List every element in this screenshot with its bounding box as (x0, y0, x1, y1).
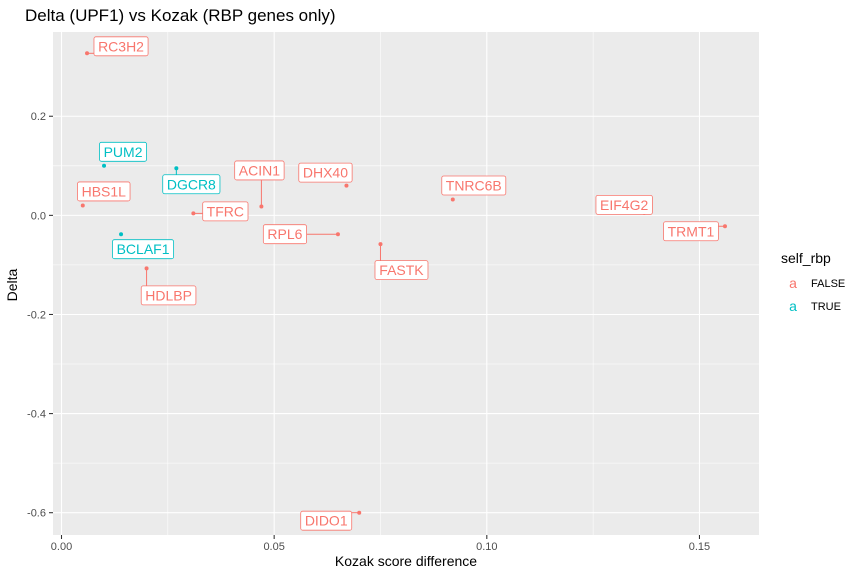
point-label: FASTK (374, 260, 429, 281)
point-label: ACIN1 (234, 160, 285, 181)
point-label: EIF4G2 (595, 194, 653, 215)
y-tick-label: 0.0 (31, 210, 46, 222)
data-point (259, 204, 264, 209)
point-label: DHX40 (298, 162, 353, 183)
x-tick-label: 0.15 (689, 541, 710, 553)
y-tick-label: 0.2 (31, 111, 46, 123)
point-label: HDLBP (140, 285, 197, 306)
point-label: TRMT1 (663, 221, 719, 242)
data-points (80, 51, 727, 515)
point-label: DIDO1 (300, 510, 353, 531)
point-label-text: DIDO1 (305, 513, 348, 529)
y-tick-label: -0.6 (27, 508, 46, 520)
point-label-text: RPL6 (267, 226, 302, 242)
point-label: HBS1L (77, 181, 131, 202)
point-label-text: PUM2 (104, 144, 143, 160)
legend-title: self_rbp (781, 250, 831, 266)
x-tick-label: 0.05 (263, 541, 284, 553)
point-label-text: DHX40 (303, 165, 348, 181)
point-label-text: DGCR8 (167, 176, 216, 192)
point-label: PUM2 (99, 141, 147, 162)
legend-key-symbol: a (789, 275, 797, 291)
point-label-text: ACIN1 (239, 162, 280, 178)
point-label-text: EIF4G2 (600, 197, 648, 213)
data-point (450, 197, 455, 202)
data-point (144, 266, 149, 271)
y-tick-label: -0.4 (27, 409, 46, 421)
data-point (378, 242, 383, 247)
x-axis: 0.00 0.05 0.10 0.15 (51, 535, 710, 553)
point-label-text: BCLAF1 (117, 241, 170, 257)
data-point (119, 232, 124, 237)
y-axis: -0.6 -0.4 -0.2 0.0 0.2 (27, 111, 53, 520)
x-tick-label: 0.10 (476, 541, 497, 553)
y-axis-title: Delta (4, 268, 20, 301)
major-gridlines (53, 32, 759, 535)
x-tick-label: 0.00 (51, 541, 72, 553)
point-label-text: RC3H2 (98, 38, 144, 54)
data-point (357, 510, 362, 515)
data-point (335, 232, 340, 237)
point-label-text: FASTK (379, 262, 424, 278)
point-label: RC3H2 (93, 36, 149, 57)
legend-entry-label: TRUE (811, 301, 841, 313)
data-point (191, 211, 196, 216)
point-labels: RC3H2 PUM2 HBS1L DGCR8 BCLAF1 HDLBP TFRC ACIN1 D… (77, 36, 719, 531)
point-label-text: TFRC (207, 203, 244, 219)
point-label: RPL6 (262, 224, 307, 245)
data-point (722, 224, 727, 229)
data-point (85, 51, 90, 56)
point-label: TNRC6B (441, 175, 507, 196)
point-label-text: TRMT1 (668, 223, 715, 239)
point-label: DGCR8 (162, 174, 221, 195)
y-tick-label: -0.2 (27, 309, 46, 321)
point-label-text: HBS1L (82, 183, 127, 199)
data-point (102, 163, 107, 168)
legend-key-symbol: a (789, 298, 797, 314)
legend: self_rbp a FALSE a TRUE (781, 250, 845, 314)
plot-panel (53, 32, 759, 535)
x-axis-title: Kozak score difference (335, 553, 477, 569)
point-label: BCLAF1 (112, 239, 175, 260)
point-label-text: HDLBP (145, 287, 192, 303)
point-label-text: TNRC6B (446, 178, 502, 194)
data-point (174, 166, 179, 171)
data-point (80, 203, 85, 208)
point-label: TFRC (202, 201, 249, 222)
chart-title: Delta (UPF1) vs Kozak (RBP genes only) (25, 6, 336, 25)
data-point (344, 183, 349, 188)
label-connectors (87, 52, 725, 514)
legend-entry-label: FALSE (811, 278, 845, 290)
